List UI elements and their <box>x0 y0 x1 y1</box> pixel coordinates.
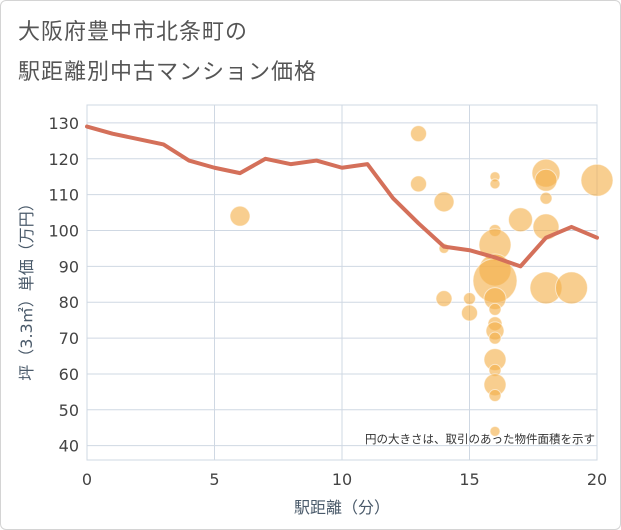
y-tick-label: 60 <box>59 365 79 384</box>
x-tick-label: 0 <box>82 470 92 489</box>
y-tick-label: 130 <box>48 114 79 133</box>
data-bubble <box>435 290 453 308</box>
data-bubble <box>463 292 476 306</box>
y-tick-label: 90 <box>59 257 79 276</box>
chart-title-line-2: 駅距離別中古マンション価格 <box>18 60 318 85</box>
data-bubble <box>433 191 455 213</box>
data-bubble <box>229 205 251 227</box>
data-bubble <box>410 175 427 193</box>
data-bubble <box>534 168 558 192</box>
data-bubble <box>488 388 502 402</box>
bubble-layer <box>229 125 614 437</box>
x-tick-label: 15 <box>459 470 479 489</box>
data-bubble <box>489 425 501 437</box>
chart-title-line-1: 大阪府豊中市北条町の <box>18 20 249 45</box>
x-tick-label: 10 <box>332 470 352 489</box>
y-tick-label: 40 <box>59 437 79 456</box>
grid <box>86 104 598 461</box>
y-tick-label: 50 <box>59 401 79 420</box>
x-axis-label: 駅距離（分） <box>294 498 390 517</box>
data-bubble <box>461 304 478 322</box>
data-bubble <box>508 207 533 233</box>
x-tick-label: 5 <box>209 470 219 489</box>
data-bubble <box>488 302 502 316</box>
data-bubble <box>488 331 502 345</box>
y-axis-ticks: 40 50 60 70 80 90 100 110 120 130 <box>48 114 79 456</box>
y-tick-label: 110 <box>48 186 79 205</box>
line-layer <box>85 124 599 269</box>
data-bubble <box>410 125 427 143</box>
y-axis-label: 坪（3.3㎡）単価（万円） <box>17 195 36 380</box>
data-bubble <box>539 191 553 205</box>
y-tick-label: 120 <box>48 150 79 169</box>
data-bubble <box>489 178 501 190</box>
x-axis-ticks: 0 5 10 15 20 <box>82 470 607 489</box>
y-tick-label: 70 <box>59 329 79 348</box>
y-tick-label: 100 <box>48 222 79 241</box>
average-price-line <box>85 124 599 269</box>
data-bubble <box>555 271 588 305</box>
bubble-size-note: 円の大きさは、取引のあった物件面積を示す <box>365 432 595 446</box>
x-tick-label: 20 <box>587 470 607 489</box>
data-bubble <box>580 163 614 197</box>
y-tick-label: 80 <box>59 293 79 312</box>
